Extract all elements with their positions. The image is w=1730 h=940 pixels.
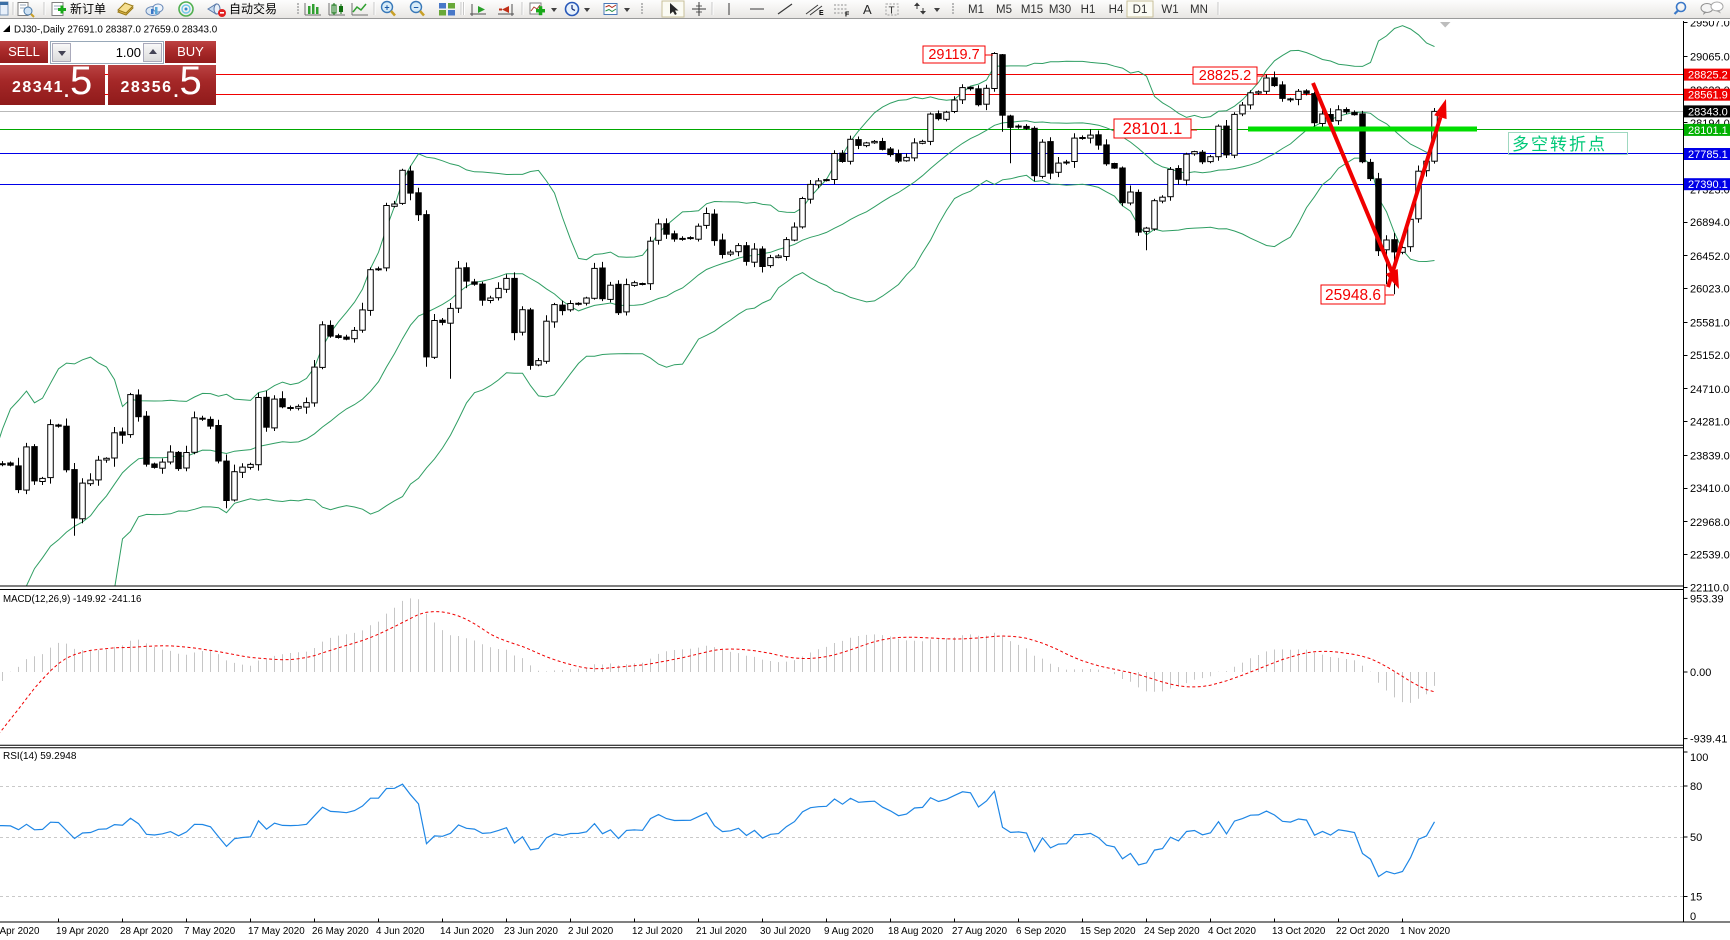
svg-text:21 Jul 2020: 21 Jul 2020 <box>696 926 747 937</box>
svg-text:100: 100 <box>1690 752 1708 764</box>
svg-text:25581.0: 25581.0 <box>1690 317 1730 329</box>
svg-text:28343.0: 28343.0 <box>1688 106 1728 118</box>
svg-text:H4: H4 <box>1109 4 1124 16</box>
svg-text:27 Aug 2020: 27 Aug 2020 <box>952 926 1008 937</box>
svg-text:0: 0 <box>1690 911 1696 923</box>
svg-text:1 Nov 2020: 1 Nov 2020 <box>1400 926 1451 937</box>
svg-text:M5: M5 <box>996 4 1012 16</box>
svg-text:27785.1: 27785.1 <box>1688 149 1728 161</box>
svg-text:9 Aug 2020: 9 Aug 2020 <box>824 926 874 937</box>
svg-text:M1: M1 <box>968 4 984 16</box>
svg-text:27390.1: 27390.1 <box>1688 179 1728 191</box>
svg-text:M15: M15 <box>1021 4 1043 16</box>
svg-text:25948.6: 25948.6 <box>1325 287 1381 304</box>
svg-text:12 Jul 2020: 12 Jul 2020 <box>632 926 683 937</box>
svg-text:RSI(14) 59.2948: RSI(14) 59.2948 <box>3 751 77 762</box>
svg-text:22110.0: 22110.0 <box>1690 582 1729 594</box>
svg-text:7 May 2020: 7 May 2020 <box>184 926 236 937</box>
svg-text:26452.0: 26452.0 <box>1690 251 1730 263</box>
svg-text:E: E <box>819 10 824 17</box>
svg-text:23410.0: 23410.0 <box>1690 483 1730 495</box>
svg-text:28 Apr 2020: 28 Apr 2020 <box>120 926 173 937</box>
svg-text:19 Apr 2020: 19 Apr 2020 <box>56 926 109 937</box>
svg-text:24710.0: 24710.0 <box>1690 384 1730 396</box>
svg-text:DJ30-,Daily 27691.0 28387.0 2: DJ30-,Daily 27691.0 28387.0 27659.0 2834… <box>14 25 218 36</box>
svg-text:28101.1: 28101.1 <box>1123 120 1183 138</box>
svg-text:2 Jul 2020: 2 Jul 2020 <box>568 926 614 937</box>
svg-text:新订单: 新订单 <box>70 1 106 16</box>
svg-text:15 Sep 2020: 15 Sep 2020 <box>1080 926 1136 937</box>
svg-text:17 May 2020: 17 May 2020 <box>248 926 305 937</box>
svg-text:6 Sep 2020: 6 Sep 2020 <box>1016 926 1067 937</box>
svg-text:26894.0: 26894.0 <box>1690 217 1730 229</box>
svg-text:-939.41: -939.41 <box>1690 734 1727 746</box>
svg-text:F: F <box>845 12 850 19</box>
svg-text:14 Jun 2020: 14 Jun 2020 <box>440 926 494 937</box>
svg-text:29507.0: 29507.0 <box>1690 21 1730 30</box>
svg-text:29065.0: 29065.0 <box>1690 51 1730 63</box>
svg-text:18 Aug 2020: 18 Aug 2020 <box>888 926 944 937</box>
svg-text:MACD(12,26,9) -149.92 -241.16: MACD(12,26,9) -149.92 -241.16 <box>3 594 141 605</box>
svg-text:22539.0: 22539.0 <box>1690 550 1730 562</box>
svg-text:0.00: 0.00 <box>1690 667 1711 679</box>
svg-text:80: 80 <box>1690 781 1702 793</box>
svg-text:28101.1: 28101.1 <box>1688 125 1728 137</box>
svg-text:26 May 2020: 26 May 2020 <box>312 926 369 937</box>
svg-text:W1: W1 <box>1161 4 1178 16</box>
svg-text:25152.0: 25152.0 <box>1690 350 1730 362</box>
svg-text:24 Sep 2020: 24 Sep 2020 <box>1144 926 1200 937</box>
svg-text:H1: H1 <box>1081 4 1096 16</box>
svg-text:22 Oct 2020: 22 Oct 2020 <box>1336 926 1390 937</box>
svg-text:自动交易: 自动交易 <box>229 1 277 16</box>
svg-text:953.39: 953.39 <box>1690 593 1724 605</box>
svg-text:4 Oct 2020: 4 Oct 2020 <box>1208 926 1256 937</box>
svg-text:多空转折点: 多空转折点 <box>1512 135 1607 154</box>
svg-text:D1: D1 <box>1133 4 1148 16</box>
svg-text:M30: M30 <box>1049 4 1071 16</box>
svg-text:30 Jul 2020: 30 Jul 2020 <box>760 926 811 937</box>
svg-text:28825.2: 28825.2 <box>1199 68 1251 84</box>
svg-text:15: 15 <box>1690 892 1702 904</box>
svg-text:+: + <box>384 3 389 13</box>
svg-text:22968.0: 22968.0 <box>1690 517 1730 529</box>
svg-text:13 Oct 2020: 13 Oct 2020 <box>1272 926 1326 937</box>
svg-text:29119.7: 29119.7 <box>928 47 979 63</box>
svg-text:26023.0: 26023.0 <box>1690 284 1730 296</box>
svg-text:50: 50 <box>1690 832 1702 844</box>
svg-text:T: T <box>889 6 895 17</box>
svg-text:MN: MN <box>1190 4 1208 16</box>
svg-text:28561.9: 28561.9 <box>1688 90 1728 102</box>
svg-text:4 Jun 2020: 4 Jun 2020 <box>376 926 425 937</box>
svg-text:23 Jun 2020: 23 Jun 2020 <box>504 926 558 937</box>
svg-text:A: A <box>863 2 872 17</box>
svg-text:28825.2: 28825.2 <box>1688 70 1728 82</box>
svg-text:23839.0: 23839.0 <box>1690 450 1730 462</box>
svg-text:9 Apr 2020: 9 Apr 2020 <box>0 926 40 937</box>
svg-text:−: − <box>413 3 418 13</box>
svg-text:24281.0: 24281.0 <box>1690 417 1730 429</box>
